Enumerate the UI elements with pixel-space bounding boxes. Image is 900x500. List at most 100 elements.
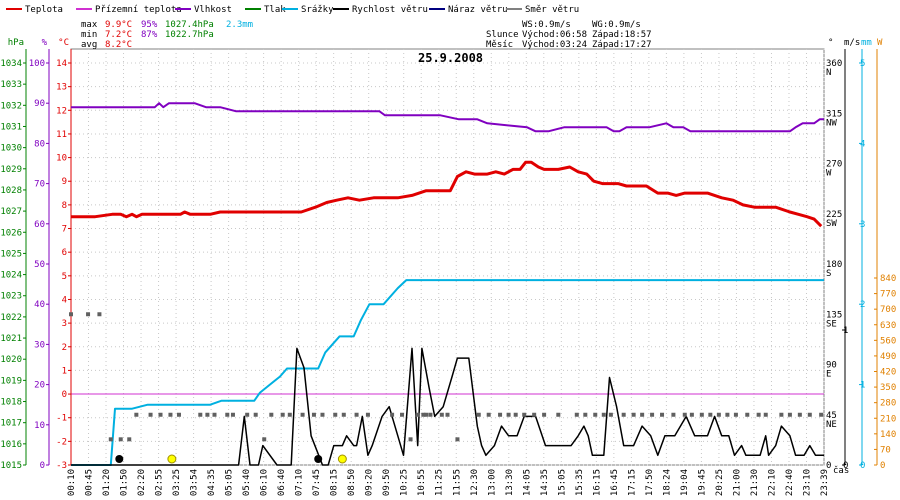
- wind-direction-point: [408, 437, 413, 442]
- pressure-tick-label: 1030: [0, 144, 22, 154]
- wind-direction-point: [787, 412, 792, 417]
- wind-direction-point: [415, 412, 420, 417]
- humidity-unit: %: [42, 38, 48, 48]
- direction-tick-label: 225: [826, 210, 842, 220]
- legend-label-gust: Náraz větru: [448, 5, 508, 15]
- wind-direction-point: [390, 412, 395, 417]
- direction-tick-label: 90: [826, 361, 837, 371]
- wind-direction-point: [608, 412, 613, 417]
- solar-tick-label: 560: [880, 336, 896, 346]
- solar-tick-label: 840: [880, 274, 896, 284]
- time-tick-label: 00:10: [67, 469, 77, 496]
- time-tick-label: 21:30: [750, 469, 760, 496]
- temperature-tick-label: 6: [62, 248, 67, 258]
- pressure-tick-label: 1019: [0, 376, 22, 386]
- wind-direction-point: [797, 412, 802, 417]
- rain-tick-label: 0: [860, 461, 865, 471]
- legend-label-ground: Přízemní teplota: [95, 5, 182, 15]
- pressure-tick-label: 1022: [0, 313, 22, 323]
- pressure-tick-label: 1016: [0, 440, 22, 450]
- time-tick-label: 17:15: [627, 469, 637, 496]
- direction-unit: °: [828, 38, 833, 48]
- solar-tick-label: 70: [880, 445, 891, 455]
- info-sun-rise: Východ:06:58: [522, 30, 587, 40]
- time-tick-label: 01:20: [102, 469, 112, 496]
- wind-direction-point: [225, 412, 230, 417]
- time-tick-label: 16:45: [610, 469, 620, 496]
- time-tick-label: 20:25: [715, 469, 725, 496]
- time-tick-label: 22:40: [785, 469, 795, 496]
- time-tick-label: 08:15: [330, 469, 340, 496]
- pressure-tick-label: 1032: [0, 101, 22, 111]
- wind-direction-point: [205, 412, 210, 417]
- temperature-line: [71, 160, 823, 228]
- wind-direction-point: [424, 412, 429, 417]
- humidity-tick-label: 0: [40, 461, 45, 471]
- direction-tick-dir: SW: [826, 219, 837, 229]
- pressure-tick-label: 1028: [0, 186, 22, 196]
- wind-direction-point: [542, 412, 547, 417]
- stats-min-label: min: [81, 30, 97, 40]
- wind-direction-point: [439, 412, 444, 417]
- direction-tick-label: 180: [826, 260, 842, 270]
- wind-direction-point: [640, 412, 645, 417]
- grid: [70, 48, 825, 466]
- temperature-tick-label: 2: [62, 343, 67, 353]
- wind-direction-point: [593, 412, 598, 417]
- info-sun-label: Slunce: [486, 30, 519, 40]
- time-tick-label: 19:45: [697, 469, 707, 496]
- wind-direction-point: [763, 412, 768, 417]
- chart-date: 25.9.2008: [418, 51, 483, 65]
- wind-direction-point: [168, 412, 173, 417]
- pressure-tick-label: 1025: [0, 249, 22, 259]
- wind-direction-point: [807, 412, 812, 417]
- pressure-tick-label: 1018: [0, 398, 22, 408]
- wind-direction-point: [532, 412, 537, 417]
- wind-speed-line: [71, 347, 824, 466]
- wind-direction-point: [245, 412, 250, 417]
- wind-tick-label: 1: [843, 326, 848, 336]
- stats-max-label: max: [81, 20, 98, 30]
- stats-block: max 9.9°C 95% 1027.4hPa 2.3mm min 7.2°C …: [81, 20, 253, 50]
- humidity-tick-label: 10: [34, 421, 45, 431]
- solar-tick-label: 630: [880, 321, 896, 331]
- stats-min-press: 1022.7hPa: [165, 30, 214, 40]
- temperature-tick-label: 9: [62, 177, 67, 187]
- solar-tick-label: 490: [880, 352, 896, 362]
- wind-direction-point: [354, 412, 359, 417]
- stats-min-hum: 87%: [141, 30, 158, 40]
- time-tick-label: 19:04: [680, 469, 690, 496]
- time-tick-label: 10:55: [417, 469, 427, 496]
- pressure-tick-label: 1026: [0, 228, 22, 238]
- stats-max-press: 1027.4hPa: [165, 20, 214, 30]
- legend-label-humidity: Vlhkost: [194, 5, 232, 15]
- temperature-tick-label: 1: [62, 366, 67, 376]
- temperature-tick-label: 3: [62, 319, 67, 329]
- time-tick-label: 05:40: [242, 469, 252, 496]
- humidity-tick-label: 50: [34, 260, 45, 270]
- direction-tick-label: 360: [826, 59, 842, 69]
- wind-direction-point: [455, 437, 460, 442]
- wind-direction-point: [779, 412, 784, 417]
- time-tick-label: 02:20: [137, 469, 147, 496]
- humidity-line: [71, 102, 824, 133]
- wind-direction-point: [513, 412, 518, 417]
- solar-tick-label: 140: [880, 430, 896, 440]
- direction-tick-label: 0: [826, 461, 831, 471]
- direction-tick-dir: S: [826, 269, 831, 279]
- time-tick-label: 03:54: [190, 469, 200, 496]
- time-tick-label: 15:05: [557, 469, 567, 496]
- wind-direction-point: [486, 412, 491, 417]
- time-tick-label: 13:30: [505, 469, 515, 496]
- time-tick-label: 00:45: [85, 469, 95, 496]
- info-ws: WS:0.9m/s: [522, 20, 571, 30]
- temperature-unit: °C: [58, 38, 69, 48]
- wind-direction-point: [556, 412, 561, 417]
- legend-label-wind: Rychlost větru: [352, 5, 428, 15]
- rain-tick-label: 4: [860, 139, 865, 149]
- wind-direction-point: [716, 412, 721, 417]
- direction-tick-label: 45: [826, 411, 837, 421]
- humidity-tick-label: 70: [34, 180, 45, 190]
- wind-direction-point: [819, 412, 824, 417]
- legend-label-temp: Teplota: [25, 5, 63, 15]
